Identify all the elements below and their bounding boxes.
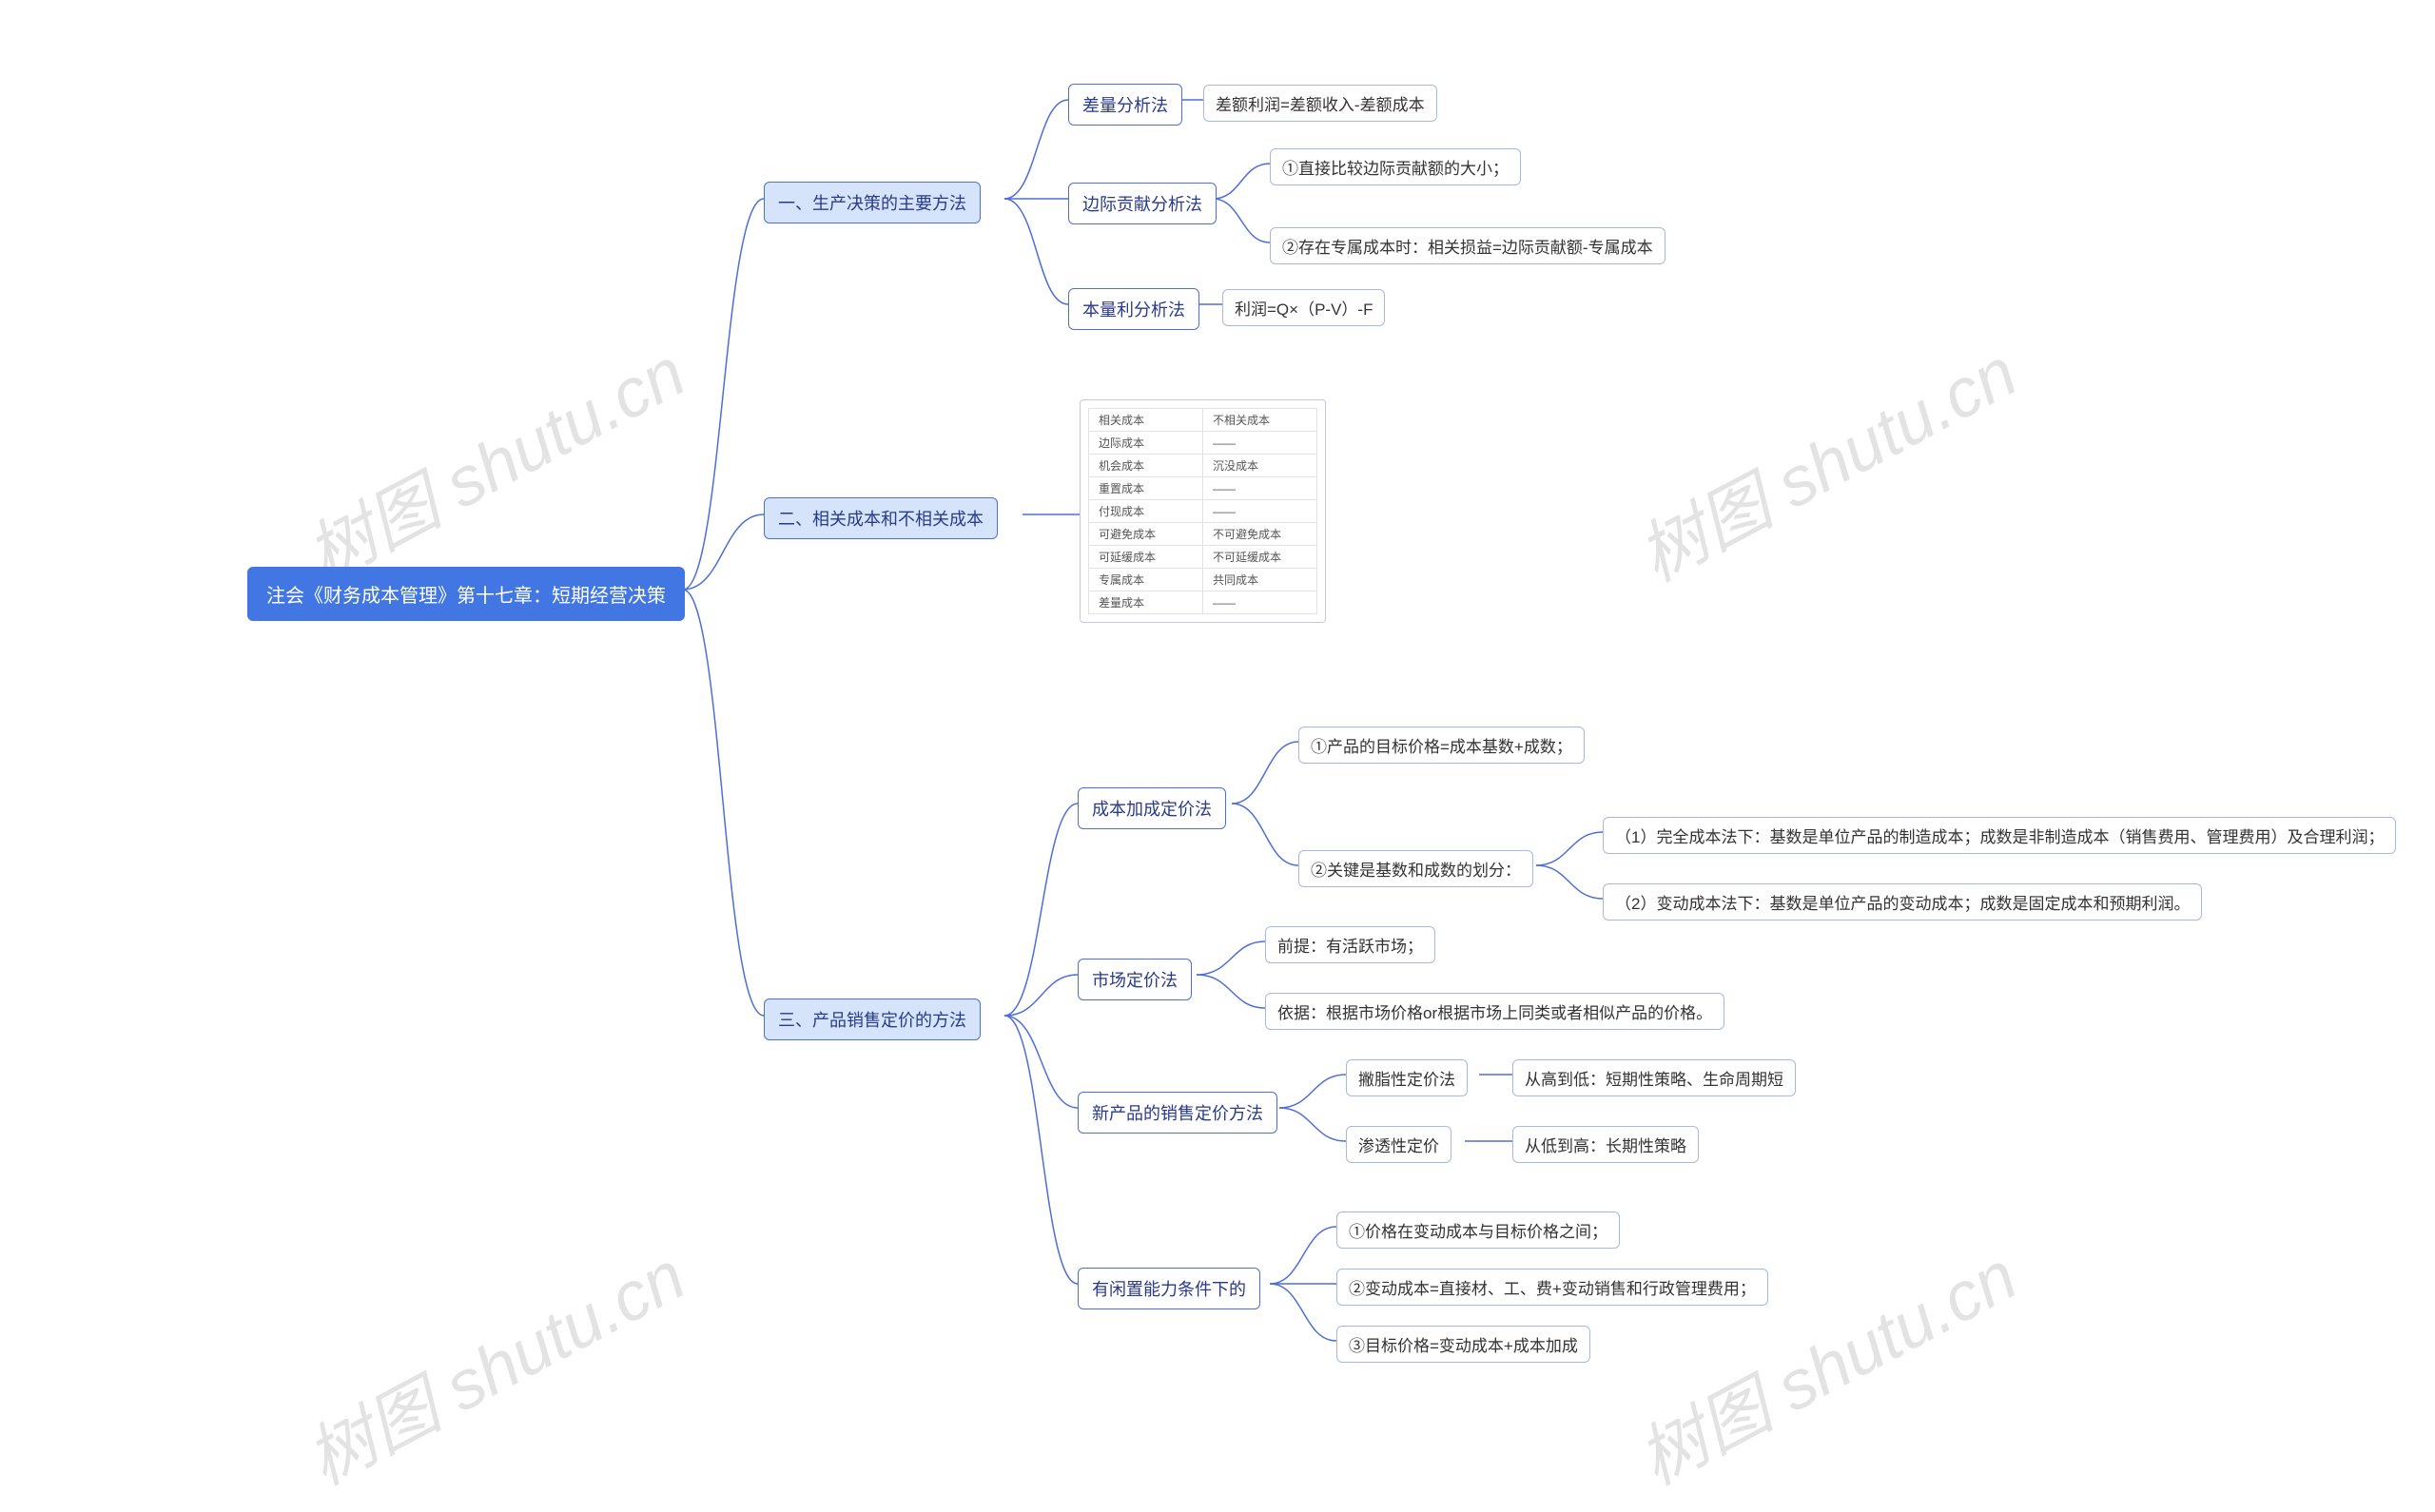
table-cell: 相关成本 [1089,409,1203,432]
root-node: 注会《财务成本管理》第十七章：短期经营决策 [247,567,685,621]
section3: 三、产品销售定价的方法 [764,998,981,1040]
s1-b-leaf2: ②存在专属成本时：相关损益=边际贡献额-专属成本 [1270,227,1666,264]
watermark: 树图 shutu.cn [1618,318,2031,600]
s1-c-leaf: 利润=Q×（P-V）-F [1222,289,1385,326]
section2: 二、相关成本和不相关成本 [764,497,998,539]
table-cell: 边际成本 [1089,432,1203,455]
section1: 一、生产决策的主要方法 [764,182,981,223]
s3-d-leaf3: ③目标价格=变动成本+成本加成 [1336,1326,1590,1363]
table-cell: 不相关成本 [1203,409,1317,432]
table-cell: 重置成本 [1089,477,1203,500]
s3-a-leaf1: ①产品的目标价格=成本基数+成数； [1298,727,1585,764]
table-cell: 差量成本 [1089,591,1203,614]
s3-c-sub2-leaf: 从低到高：长期性策略 [1512,1126,1699,1163]
s3-c-sub2: 渗透性定价 [1346,1126,1451,1163]
s3-c-sub1-leaf: 从高到低：短期性策略、生命周期短 [1512,1059,1796,1096]
s3-d: 有闲置能力条件下的 [1078,1268,1260,1309]
table-cell: 共同成本 [1203,569,1317,591]
table-cell: —— [1203,500,1317,523]
table-cell: 可避免成本 [1089,523,1203,546]
watermark: 树图 shutu.cn [1618,1221,2031,1503]
s3-a-sub: ②关键是基数和成数的划分： [1298,850,1533,887]
table-cell: 付现成本 [1089,500,1203,523]
table-cell: 专属成本 [1089,569,1203,591]
table-cell: 不可避免成本 [1203,523,1317,546]
s3-a-sub-leaf2: （2）变动成本法下：基数是单位产品的变动成本；成数是固定成本和预期利润。 [1603,883,2202,921]
watermark: 树图 shutu.cn [286,318,699,600]
s3-a: 成本加成定价法 [1078,787,1226,829]
s3-d-leaf2: ②变动成本=直接材、工、费+变动销售和行政管理费用； [1336,1269,1768,1306]
s3-b: 市场定价法 [1078,959,1192,1000]
table-cell: 沉没成本 [1203,455,1317,477]
s3-b-leaf2: 依据：根据市场价格or根据市场上同类或者相似产品的价格。 [1265,993,1724,1030]
s3-c-sub1: 撇脂性定价法 [1346,1059,1468,1096]
table-cell: 不可延缓成本 [1203,546,1317,569]
s2-table: 相关成本不相关成本边际成本——机会成本沉没成本重置成本——付现成本——可避免成本… [1080,399,1326,623]
table-cell: 机会成本 [1089,455,1203,477]
table-cell: 可延缓成本 [1089,546,1203,569]
s1-a-leaf: 差额利润=差额收入-差额成本 [1203,85,1437,122]
s1-c: 本量利分析法 [1068,288,1199,330]
table-cell: —— [1203,477,1317,500]
s1-a: 差量分析法 [1068,84,1182,126]
s3-a-sub-leaf1: （1）完全成本法下：基数是单位产品的制造成本；成数是非制造成本（销售费用、管理费… [1603,817,2396,854]
s3-d-leaf1: ①价格在变动成本与目标价格之间； [1336,1212,1620,1249]
table-cell: —— [1203,591,1317,614]
cost-table: 相关成本不相关成本边际成本——机会成本沉没成本重置成本——付现成本——可避免成本… [1088,408,1317,614]
watermark: 树图 shutu.cn [286,1221,699,1503]
s1-b-leaf1: ①直接比较边际贡献额的大小； [1270,148,1521,185]
s3-b-leaf1: 前提：有活跃市场； [1265,926,1435,963]
table-cell: —— [1203,432,1317,455]
s3-c: 新产品的销售定价方法 [1078,1092,1277,1134]
s1-b: 边际贡献分析法 [1068,183,1217,224]
